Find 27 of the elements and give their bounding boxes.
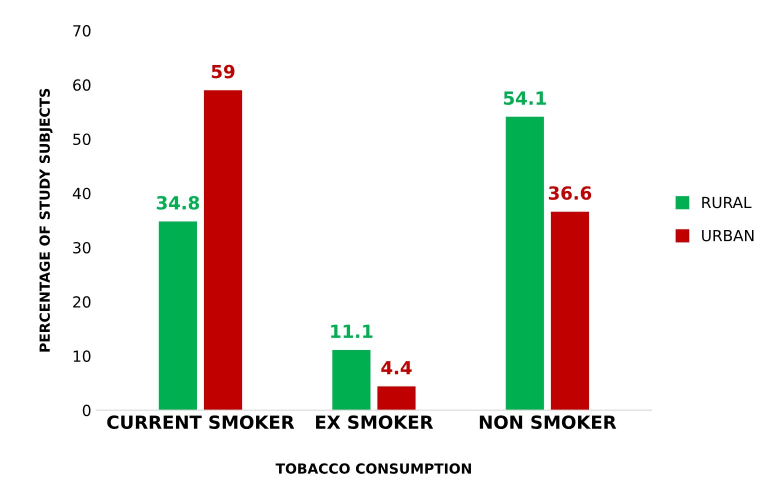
bar <box>550 212 590 410</box>
x-tick-label: EX SMOKER <box>316 415 434 430</box>
x-axis-title: TOBACCO CONSUMPTION <box>276 463 471 474</box>
y-tick-label: 60 <box>73 79 90 91</box>
x-tick-label: CURRENT SMOKER <box>107 415 294 430</box>
bar <box>332 350 370 410</box>
data-label: 59 <box>212 64 234 78</box>
bar <box>506 116 544 410</box>
data-label: 36.6 <box>548 186 592 200</box>
y-tick-label: 50 <box>73 133 90 146</box>
data-label: 11.1 <box>331 324 372 338</box>
legend-label: URBAN <box>702 230 754 242</box>
y-tick-label: 20 <box>73 296 90 308</box>
y-tick-label: 70 <box>73 25 90 37</box>
data-label: 54.1 <box>504 92 546 105</box>
y-axis-title: PERCENTAGE OF STUDY SUBJECTS <box>39 88 53 352</box>
y-tick-label: 40 <box>72 188 90 200</box>
bar <box>377 386 416 410</box>
data-label: 4.4 <box>381 361 412 374</box>
x-tick-label: NON SMOKER <box>480 415 616 430</box>
y-tick-label: 10 <box>74 350 90 362</box>
legend-label: RURAL <box>702 196 752 208</box>
y-tick-label: 30 <box>73 242 90 254</box>
bar <box>158 221 197 410</box>
y-tick-label: 0 <box>82 404 90 416</box>
bar <box>204 90 242 410</box>
data-label: 34.8 <box>156 196 200 210</box>
